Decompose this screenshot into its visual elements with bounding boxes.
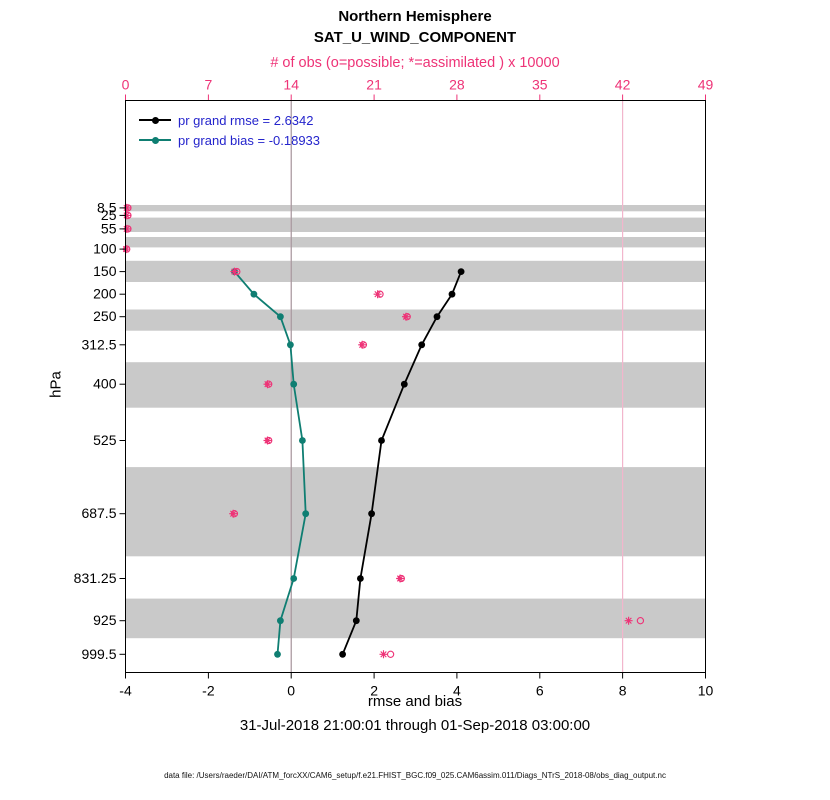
svg-text:8.5: 8.5 — [97, 199, 117, 215]
plot-title-region: Northern Hemisphere — [338, 8, 492, 25]
svg-text:-2: -2 — [202, 683, 215, 699]
shaded-bands — [125, 205, 706, 639]
svg-text:21: 21 — [366, 77, 382, 93]
svg-text:312.5: 312.5 — [81, 336, 116, 352]
legend-label-bias: pr grand bias = -0.18933 — [178, 132, 321, 148]
date-range: 31-Jul-2018 21:00:01 through 01-Sep-2018… — [239, 717, 591, 734]
svg-text:25: 25 — [101, 207, 117, 223]
series-rmse — [339, 268, 465, 658]
svg-text:0: 0 — [287, 683, 295, 699]
svg-text:2: 2 — [370, 683, 378, 699]
svg-text:55: 55 — [101, 220, 117, 236]
svg-text:250: 250 — [93, 308, 117, 324]
svg-text:925: 925 — [93, 612, 117, 628]
svg-text:7: 7 — [205, 77, 213, 93]
legend-item-bias: pr grand bias = -0.18933 — [139, 130, 320, 150]
rmse-line-swatch — [139, 116, 171, 124]
plot-border — [125, 100, 706, 673]
y-axis-title: hPa — [47, 371, 65, 398]
svg-text:100: 100 — [93, 241, 117, 257]
plot-area: -4 -2 0 2 4 6 8 100 7 14 21 28 35 42 498.5255510015020… — [74, 77, 714, 699]
svg-text:831.25: 831.25 — [74, 570, 117, 586]
svg-text:8: 8 — [619, 683, 627, 699]
data-file-path: data file: /Users/raeder/DAI/ATM_forcXX/… — [164, 771, 666, 780]
plot-title-variable: SAT_U_WIND_COMPONENT — [313, 29, 517, 46]
svg-text:10: 10 — [698, 683, 714, 699]
obs-count-markers — [122, 203, 645, 659]
svg-text:525: 525 — [93, 432, 117, 448]
legend-item-rmse: pr grand rmse = 2.6342 — [139, 110, 320, 130]
svg-text:14: 14 — [283, 77, 299, 93]
svg-text:49: 49 — [698, 77, 714, 93]
legend-label-rmse: pr grand rmse = 2.6342 — [178, 112, 314, 128]
svg-text:200: 200 — [93, 286, 117, 302]
obs-axis-title: # of obs (o=possible; *=assimilated ) x … — [270, 55, 560, 71]
svg-text:35: 35 — [532, 77, 548, 93]
svg-text:687.5: 687.5 — [81, 505, 116, 521]
svg-text:0: 0 — [122, 77, 130, 93]
svg-text:400: 400 — [93, 376, 117, 392]
axis-ticks: -4 -2 0 2 4 6 8 100 7 14 21 28 35 42 498.5255510015020… — [74, 77, 714, 699]
svg-text:999.5: 999.5 — [81, 646, 116, 662]
svg-text:-4: -4 — [119, 683, 132, 699]
svg-text:42: 42 — [615, 77, 631, 93]
svg-text:4: 4 — [453, 683, 461, 699]
bias-line-swatch — [139, 136, 171, 144]
legend: pr grand rmse = 2.6342 pr grand bias = -… — [139, 110, 320, 150]
series-bias — [231, 268, 310, 658]
svg-text:150: 150 — [93, 263, 117, 279]
svg-text:6: 6 — [536, 683, 544, 699]
x-axis-title: rmse and bias — [367, 693, 463, 710]
svg-text:28: 28 — [449, 77, 465, 93]
